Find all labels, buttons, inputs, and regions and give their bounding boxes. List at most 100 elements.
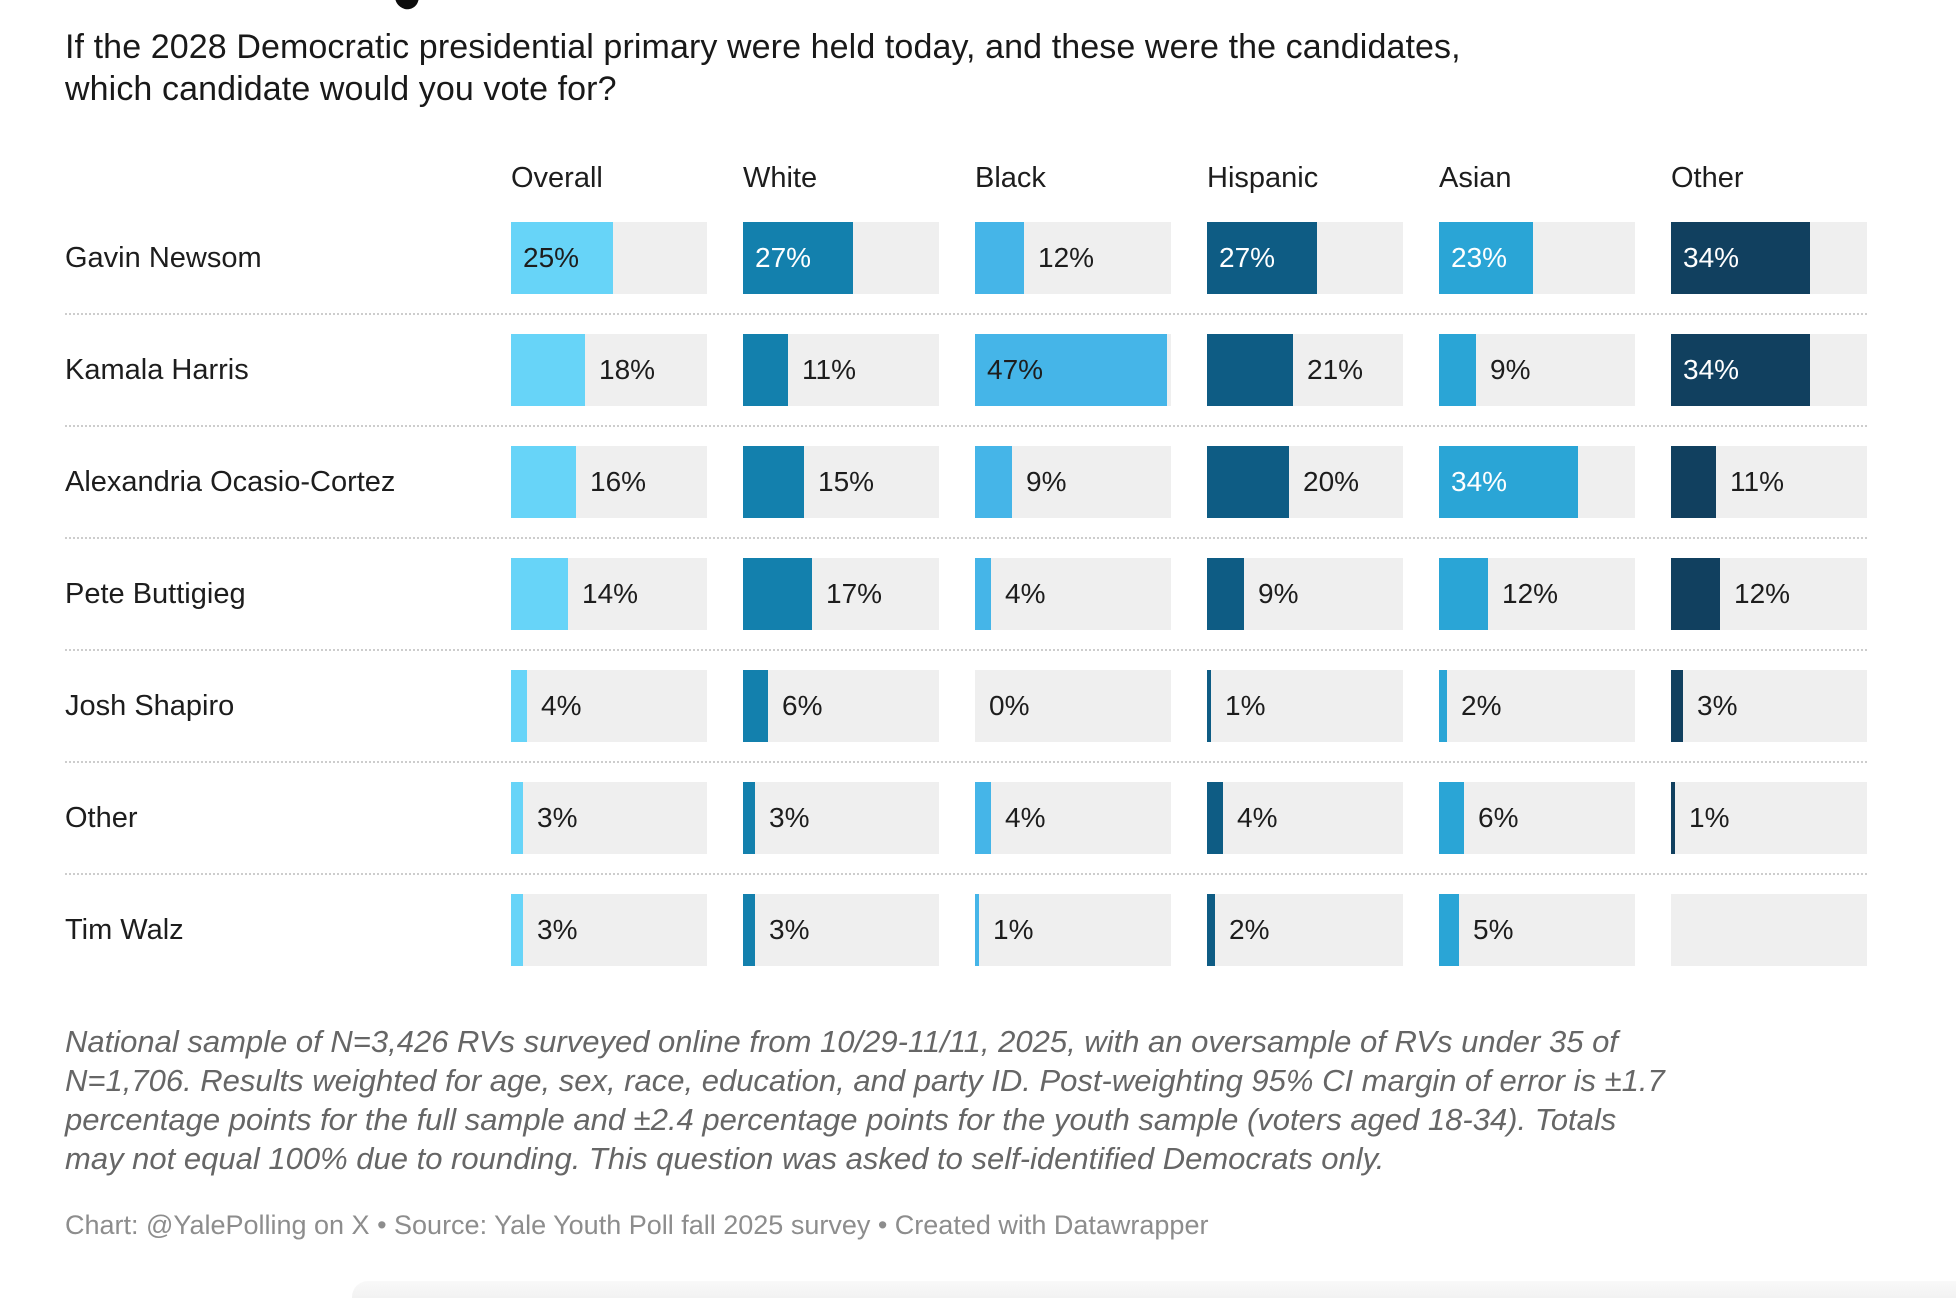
bar-value-label: 4%	[1237, 802, 1278, 833]
bar	[1439, 670, 1447, 742]
row-label: Gavin Newsom	[65, 241, 262, 274]
bar	[975, 446, 1012, 518]
cropped-title-fragment	[392, 0, 420, 12]
bar-cell: 18%	[511, 334, 707, 406]
row-separator	[65, 313, 1867, 315]
footnote-line: may not equal 100% due to rounding. This…	[65, 1141, 1385, 1176]
bar-cell: 2%	[1207, 894, 1403, 966]
bar	[1671, 670, 1683, 742]
candidate-row-pete-buttigieg: Pete Buttigieg 14% 17% 4% 9% 12% 12%	[65, 558, 1867, 630]
bar-cell: 0%	[975, 670, 1171, 742]
bar-value-label: 34%	[1683, 242, 1740, 273]
chart-question-line1: If the 2028 Democratic presidential prim…	[65, 28, 1461, 66]
row-label: Josh Shapiro	[65, 689, 235, 722]
bar-value-label: 21%	[1307, 354, 1364, 385]
bar	[1671, 334, 1810, 406]
chart-footnote: National sample of N=3,426 RVs surveyed …	[65, 1022, 1885, 1178]
chart-question: If the 2028 Democratic presidential prim…	[65, 26, 1461, 110]
bar-value-label: 1%	[1225, 690, 1266, 721]
bar-cell: 1%	[1207, 670, 1403, 742]
bar-value-label: 5%	[1473, 914, 1514, 945]
bar	[1671, 558, 1720, 630]
bar-value-label: 1%	[993, 914, 1034, 945]
bar	[743, 670, 768, 742]
bar-cell: 25%	[511, 222, 707, 294]
bar-value-label: 2%	[1229, 914, 1270, 945]
bar-cell: 34%	[1439, 446, 1635, 518]
bar-value-label: 2%	[1461, 690, 1502, 721]
column-header-asian: Asian	[1439, 162, 1512, 194]
bar-value-label: 20%	[1303, 466, 1360, 497]
bar-value-label: 9%	[1258, 578, 1299, 609]
bar	[743, 446, 804, 518]
bar-cell: 9%	[1207, 558, 1403, 630]
bar-cell: 9%	[1439, 334, 1635, 406]
bar-chart: Overall White Black Hispanic Asian Other Gavi…	[65, 160, 1867, 966]
bar	[1439, 894, 1459, 966]
bar	[1207, 558, 1244, 630]
row-label: Other	[65, 801, 138, 834]
row-separator	[65, 649, 1867, 651]
row-separator	[65, 537, 1867, 539]
bar-value-label: 11%	[1730, 466, 1784, 497]
bar-cell: 2%	[1439, 670, 1635, 742]
candidate-row-kamala-harris: Kamala Harris 18% 11% 47% 21% 9% 34%	[65, 334, 1867, 406]
bar-value-label: 4%	[1005, 802, 1046, 833]
bar-cell: 1%	[1671, 782, 1867, 854]
bar	[975, 894, 979, 966]
bar	[511, 334, 585, 406]
bar-cell: 6%	[1439, 782, 1635, 854]
row-label: Kamala Harris	[65, 353, 249, 386]
bar	[743, 334, 788, 406]
bar	[1439, 782, 1464, 854]
bar	[743, 222, 853, 294]
bar	[511, 894, 523, 966]
bar-cell: 3%	[743, 782, 939, 854]
bar-value-label: 3%	[769, 914, 810, 945]
footnote-line: National sample of N=3,426 RVs surveyed …	[65, 1024, 1618, 1059]
bar-value-label: 9%	[1490, 354, 1531, 385]
bar-cell: 47%	[975, 334, 1171, 406]
candidate-row-josh-shapiro: Josh Shapiro 4% 6% 0% 1% 2% 3%	[65, 670, 1867, 742]
bar	[1439, 446, 1578, 518]
bar	[511, 446, 576, 518]
row-label: Tim Walz	[65, 913, 184, 946]
column-header-other: Other	[1671, 162, 1744, 194]
bar-value-label: 12%	[1038, 242, 1095, 273]
bar	[1439, 558, 1488, 630]
bar-grid: Gavin Newsom 25% 27% 12% 27% 23% 34% Kamala Har…	[65, 222, 1867, 966]
bar-cell: 4%	[1207, 782, 1403, 854]
bar	[1207, 670, 1211, 742]
bar-cell	[1671, 894, 1867, 966]
bar-cell: 12%	[975, 222, 1171, 294]
bar-value-label: 3%	[1697, 690, 1738, 721]
bar	[1207, 334, 1293, 406]
row-separator	[65, 873, 1867, 875]
header-spacer	[65, 160, 511, 222]
bar	[1207, 222, 1317, 294]
bar	[1207, 446, 1289, 518]
bar-cell: 15%	[743, 446, 939, 518]
bar-value-label: 1%	[1689, 802, 1730, 833]
bar	[1207, 894, 1215, 966]
bar-cell: 20%	[1207, 446, 1403, 518]
column-header-row: Overall White Black Hispanic Asian Other	[65, 160, 1867, 222]
bar-cell: 27%	[1207, 222, 1403, 294]
bar-value-label: 15%	[818, 466, 875, 497]
bar-cell: 4%	[975, 782, 1171, 854]
bar-cell: 3%	[511, 782, 707, 854]
bar-value-label: 3%	[769, 802, 810, 833]
bar-value-label: 12%	[1734, 578, 1791, 609]
column-header-black: Black	[975, 162, 1046, 194]
bar-value-label: 6%	[1478, 802, 1519, 833]
bar-value-label: 34%	[1683, 354, 1740, 385]
bar-value-label: 12%	[1502, 578, 1559, 609]
bar-cell: 9%	[975, 446, 1171, 518]
candidate-row-other: Other 3% 3% 4% 4% 6% 1%	[65, 782, 1867, 854]
row-separator	[65, 761, 1867, 763]
bar	[743, 894, 755, 966]
bar-cell: 27%	[743, 222, 939, 294]
bar-value-label: 18%	[599, 354, 656, 385]
footnote-line: percentage points for the full sample an…	[65, 1102, 1617, 1137]
bar-value-label: 23%	[1451, 242, 1508, 273]
